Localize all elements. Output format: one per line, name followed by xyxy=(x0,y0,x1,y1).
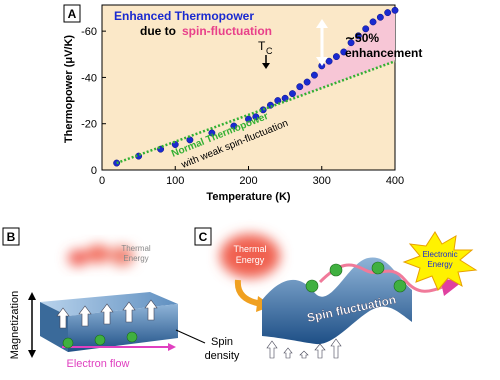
magnetization-label: Magnetization xyxy=(9,291,21,360)
spin-arrows xyxy=(56,299,158,329)
x-tick-label: 200 xyxy=(239,175,257,187)
data-point xyxy=(340,48,348,56)
data-point xyxy=(274,97,282,105)
y-tick-label: 0 xyxy=(91,165,97,177)
y-axis-label: Thermopower (μV/K) xyxy=(63,35,75,144)
data-point xyxy=(296,83,304,91)
plot-background xyxy=(101,4,396,171)
panel-a: A 0 -20 -40 -60 0 100 200 300 400 Temperature (K)… xyxy=(63,4,404,203)
data-point xyxy=(391,6,399,14)
panel-label-box xyxy=(194,227,212,246)
annotation-tc-sub: C xyxy=(266,46,273,56)
data-point xyxy=(362,25,370,33)
panel-b: B Thermal Energy Magnetization Electron f… xyxy=(2,227,240,370)
arrow-head xyxy=(28,350,36,358)
thermal-cloud xyxy=(220,234,280,278)
x-axis-label: Temperature (K) xyxy=(206,191,290,203)
annotation-percent: ∼50% xyxy=(345,31,379,45)
spin-arrows xyxy=(266,338,342,359)
thermal-cloud xyxy=(68,245,134,266)
x-tick-label: 0 xyxy=(99,175,105,187)
data-point xyxy=(252,113,260,121)
annotation-enhancement: enhancement xyxy=(345,46,422,60)
y-tick-label: -40 xyxy=(81,72,97,84)
data-point xyxy=(369,18,377,26)
data-point xyxy=(310,71,318,79)
energy-burst xyxy=(402,231,478,291)
x-tick-label: 400 xyxy=(386,175,404,187)
data-point xyxy=(354,32,362,40)
y-tick-label: -60 xyxy=(81,26,97,38)
text-line: Electronic xyxy=(422,250,457,259)
text-line: Spin xyxy=(211,336,233,348)
text-line: Energy xyxy=(123,254,148,263)
arrow-head xyxy=(168,343,176,351)
spin-fluctuation-slab xyxy=(262,257,412,345)
y-tick-label: -20 xyxy=(81,119,97,131)
electron-path xyxy=(318,263,446,293)
arrow-head xyxy=(28,292,36,300)
electrons xyxy=(62,331,138,349)
annotation-spin: spin-fluctuation xyxy=(182,24,272,38)
data-point xyxy=(384,9,392,17)
data-point xyxy=(332,53,340,61)
data-point xyxy=(289,90,296,98)
spin-density-label: Spin density xyxy=(205,336,240,362)
annotation-tc: T xyxy=(258,39,266,53)
panel-label: A xyxy=(68,7,77,21)
normal-line xyxy=(116,60,396,165)
panel-c: C Thermal Energy Spin fluctuation Electro… xyxy=(194,227,478,359)
data-point xyxy=(376,13,384,21)
panel-label-box xyxy=(63,4,81,23)
x-tick-label: 300 xyxy=(313,175,331,187)
thermal-energy: Thermal Energy xyxy=(121,244,151,263)
text-line: Thermal xyxy=(121,244,151,253)
data-point xyxy=(208,129,216,137)
arrow-head xyxy=(316,57,328,66)
data-point xyxy=(325,57,333,65)
arrow-head xyxy=(262,63,270,69)
text-line: Energy xyxy=(236,255,265,265)
text-line: Energy xyxy=(427,260,452,269)
annotation-title: Enhanced Thermopower xyxy=(114,9,254,23)
slab-top xyxy=(40,292,178,316)
annotation-due-to: due to xyxy=(140,24,176,38)
x-tick-label: 100 xyxy=(166,175,184,187)
panel-label-box xyxy=(2,227,20,246)
data-point xyxy=(347,39,355,47)
text-line: density xyxy=(205,350,240,362)
arrow-head xyxy=(316,19,328,28)
thermal-energy: Thermal Energy xyxy=(233,244,266,265)
electron-flow-label: Electron flow xyxy=(67,358,130,370)
pointer xyxy=(175,329,206,344)
panel-label: B xyxy=(7,230,16,244)
electronic-energy: Electronic Energy xyxy=(422,250,457,269)
data-point xyxy=(303,78,311,86)
text-line: Thermal xyxy=(233,244,266,254)
panel-label: C xyxy=(199,230,208,244)
electrons xyxy=(305,261,407,293)
data-point xyxy=(230,122,238,130)
